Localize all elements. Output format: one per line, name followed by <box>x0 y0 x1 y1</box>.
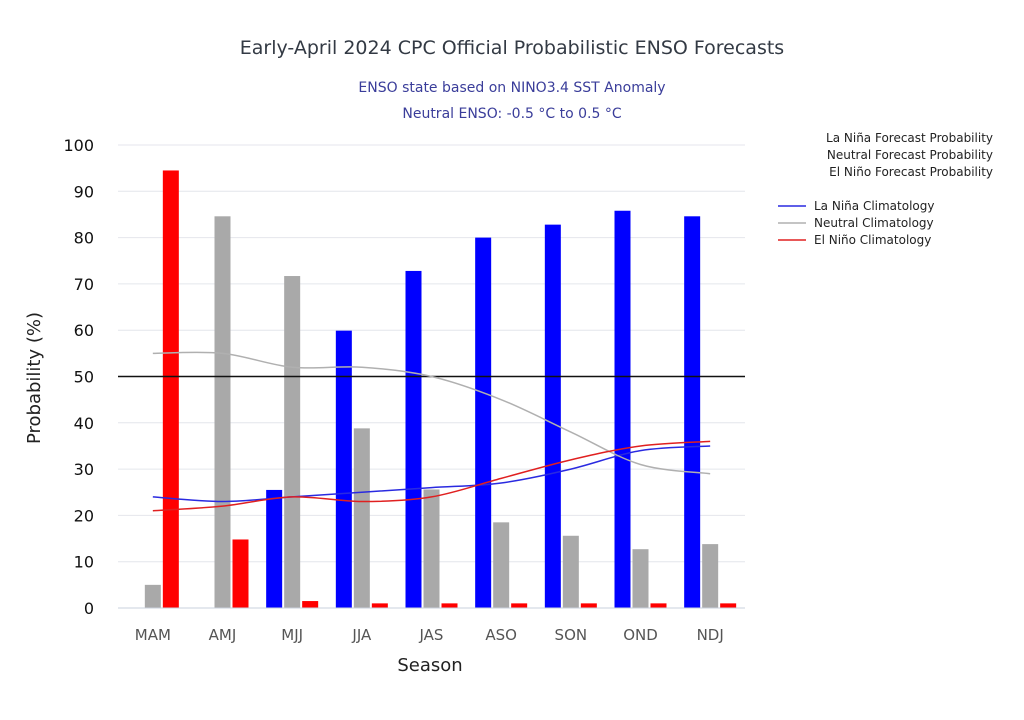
y-tick-label: 70 <box>74 275 94 294</box>
y-tick-label: 30 <box>74 460 94 479</box>
x-axis-title: Season <box>397 655 462 676</box>
x-tick-label: JAS <box>419 626 444 644</box>
y-tick-label: 80 <box>74 229 94 248</box>
el-nino-forecast-probability-bar <box>580 603 597 608</box>
neutral-forecast-probability-bar <box>284 276 301 608</box>
y-tick-label: 40 <box>74 414 94 433</box>
neutral-climatology-line <box>152 351 711 475</box>
x-axis: MAM AMJ MJJ JJA JAS ASO SON OND NDJ <box>118 607 745 644</box>
chart-subtitle-line-2: Neutral ENSO: -0.5 °C to 0.5 °C <box>402 106 621 122</box>
el-nino-forecast-probability-bar <box>720 603 737 608</box>
legend-entry-neutral-climatology: Neutral Climatology <box>814 216 934 230</box>
la-nina-forecast-probability-bar <box>335 330 352 608</box>
legend-entry-la-nina-forecast-probability: La Niña Forecast Probability <box>826 131 993 145</box>
x-tick-label: MAM <box>135 626 171 644</box>
la-nina-forecast-probability-bar <box>544 224 561 609</box>
x-tick-label: OND <box>623 626 658 644</box>
bar-series <box>144 170 737 609</box>
neutral-forecast-probability-bar <box>423 489 440 608</box>
y-tick-label: 10 <box>74 553 94 572</box>
legend-entry-el-nino-climatology: El Niño Climatology <box>814 233 931 247</box>
climatology-curves <box>152 351 711 512</box>
y-axis-ticks: 0 10 20 30 40 50 60 70 80 90 100 <box>63 136 94 618</box>
el-nino-forecast-probability-bar <box>371 603 388 608</box>
y-tick-label: 100 <box>63 136 94 155</box>
y-tick-label: 60 <box>74 321 94 340</box>
x-tick-label: AMJ <box>209 626 237 644</box>
neutral-forecast-probability-bar <box>144 584 161 608</box>
x-tick-label: MJJ <box>281 626 303 644</box>
chart-title: Early-April 2024 CPC Official Probabilis… <box>240 37 784 59</box>
y-tick-label: 20 <box>74 506 94 525</box>
legend-entry-la-nina-climatology: La Niña Climatology <box>814 199 934 213</box>
y-tick-label: 0 <box>84 599 94 618</box>
la-nina-forecast-probability-bar <box>475 237 492 608</box>
legend: La Niña Forecast Probability Neutral Fore… <box>778 131 993 247</box>
el-nino-forecast-probability-bar <box>511 603 528 608</box>
la-nina-forecast-probability-bar <box>684 216 701 608</box>
x-tick-label: NDJ <box>697 626 724 644</box>
la-nina-forecast-probability-bar <box>266 489 283 608</box>
neutral-forecast-probability-bar <box>702 544 719 608</box>
la-nina-forecast-probability-bar <box>614 210 631 608</box>
x-tick-label: SON <box>555 626 588 644</box>
neutral-forecast-probability-bar <box>353 428 370 608</box>
neutral-forecast-probability-bar <box>562 535 579 608</box>
el-nino-forecast-probability-bar <box>441 603 458 608</box>
x-tick-label: JJA <box>351 626 372 644</box>
la-nina-forecast-probability-bar <box>405 270 422 608</box>
neutral-forecast-probability-bar <box>214 216 231 608</box>
chart-subtitle-line-1: ENSO state based on NINO3.4 SST Anomaly <box>358 80 665 96</box>
x-tick-label: ASO <box>485 626 517 644</box>
y-axis-title: Probability (%) <box>24 312 45 444</box>
neutral-forecast-probability-bar <box>493 522 510 608</box>
el-nino-forecast-probability-bar <box>302 601 319 608</box>
legend-entry-el-nino-forecast-probability: El Niño Forecast Probability <box>829 165 993 179</box>
el-nino-forecast-probability-bar <box>650 603 667 608</box>
el-nino-forecast-probability-bar <box>232 539 249 608</box>
y-tick-label: 50 <box>74 368 94 387</box>
neutral-forecast-probability-bar <box>632 549 649 608</box>
y-tick-label: 90 <box>74 182 94 201</box>
el-nino-forecast-probability-bar <box>162 170 179 608</box>
la-nina-climatology-line <box>152 445 711 503</box>
el-nino-climatology-line <box>152 440 711 512</box>
legend-entry-neutral-forecast-probability: Neutral Forecast Probability <box>827 148 993 162</box>
